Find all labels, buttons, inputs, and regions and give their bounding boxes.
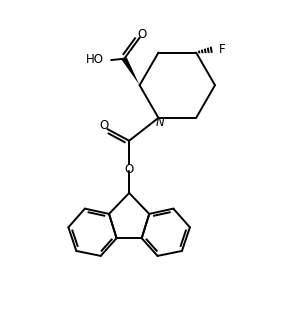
Text: O: O (99, 119, 108, 132)
Text: O: O (124, 163, 133, 176)
Text: F: F (219, 43, 226, 56)
Text: N: N (155, 116, 164, 129)
Text: O: O (137, 28, 146, 40)
Polygon shape (122, 57, 140, 85)
Text: HO: HO (85, 53, 103, 66)
